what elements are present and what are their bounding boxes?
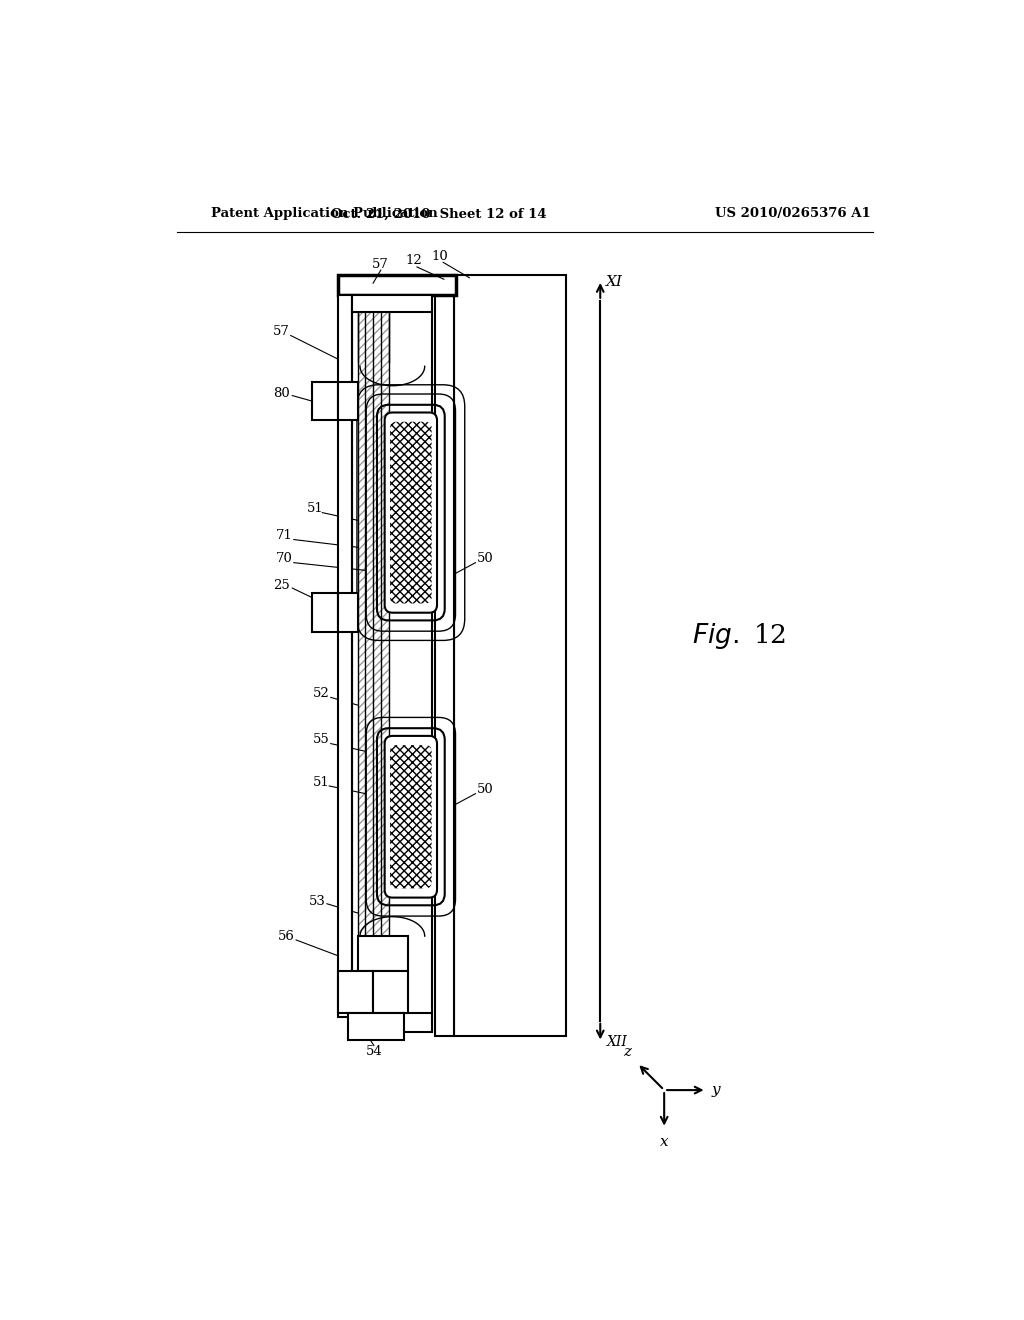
Text: z: z: [623, 1045, 631, 1059]
Text: US 2010/0265376 A1: US 2010/0265376 A1: [715, 207, 870, 220]
Bar: [435, 276, 454, 1036]
Text: 70: 70: [276, 552, 293, 565]
Bar: [390, 647, 430, 743]
Text: 57: 57: [373, 259, 389, 271]
Text: 56: 56: [278, 929, 295, 942]
Bar: [339, 970, 373, 1014]
Text: XI: XI: [606, 275, 624, 289]
Bar: [339, 276, 456, 296]
Text: XII: XII: [606, 1035, 628, 1049]
Text: 12: 12: [406, 255, 422, 268]
Text: 51: 51: [313, 776, 330, 788]
Bar: [390, 605, 430, 647]
Text: 71: 71: [276, 529, 293, 543]
Bar: [311, 381, 339, 420]
Bar: [339, 594, 357, 632]
Bar: [390, 363, 430, 420]
Text: 57: 57: [273, 325, 290, 338]
Bar: [339, 276, 456, 296]
Bar: [357, 936, 408, 970]
Text: 50: 50: [476, 783, 494, 796]
Text: y: y: [712, 1084, 721, 1097]
Bar: [373, 970, 408, 1014]
Text: Oct. 21, 2010  Sheet 12 of 14: Oct. 21, 2010 Sheet 12 of 14: [331, 207, 547, 220]
Text: 55: 55: [313, 733, 330, 746]
Bar: [388, 313, 432, 1011]
Bar: [351, 296, 432, 313]
Bar: [339, 970, 373, 1014]
Text: 10: 10: [432, 249, 449, 263]
Bar: [339, 594, 357, 632]
Bar: [390, 647, 430, 936]
Text: x: x: [659, 1135, 669, 1148]
Bar: [435, 276, 454, 1036]
FancyBboxPatch shape: [385, 412, 437, 612]
Bar: [351, 1014, 432, 1032]
Text: Patent Application Publication: Patent Application Publication: [211, 207, 438, 220]
Bar: [311, 594, 339, 632]
Bar: [357, 313, 388, 1011]
Bar: [311, 594, 339, 632]
Bar: [454, 276, 565, 1036]
Text: 80: 80: [273, 387, 290, 400]
Bar: [454, 276, 565, 1036]
Text: $\it{Fig.}$ 12: $\it{Fig.}$ 12: [692, 620, 786, 651]
Bar: [339, 381, 357, 420]
Bar: [373, 970, 408, 1014]
Text: 51: 51: [307, 502, 324, 515]
Text: 25: 25: [273, 579, 290, 593]
Bar: [348, 1014, 403, 1040]
Text: 54: 54: [366, 1045, 382, 1059]
Text: 52: 52: [313, 686, 330, 700]
Bar: [339, 381, 357, 420]
Bar: [390, 890, 430, 936]
Bar: [339, 296, 351, 1016]
Text: 50: 50: [476, 552, 494, 565]
FancyBboxPatch shape: [385, 737, 437, 898]
Text: 53: 53: [308, 895, 326, 908]
Bar: [311, 381, 339, 420]
